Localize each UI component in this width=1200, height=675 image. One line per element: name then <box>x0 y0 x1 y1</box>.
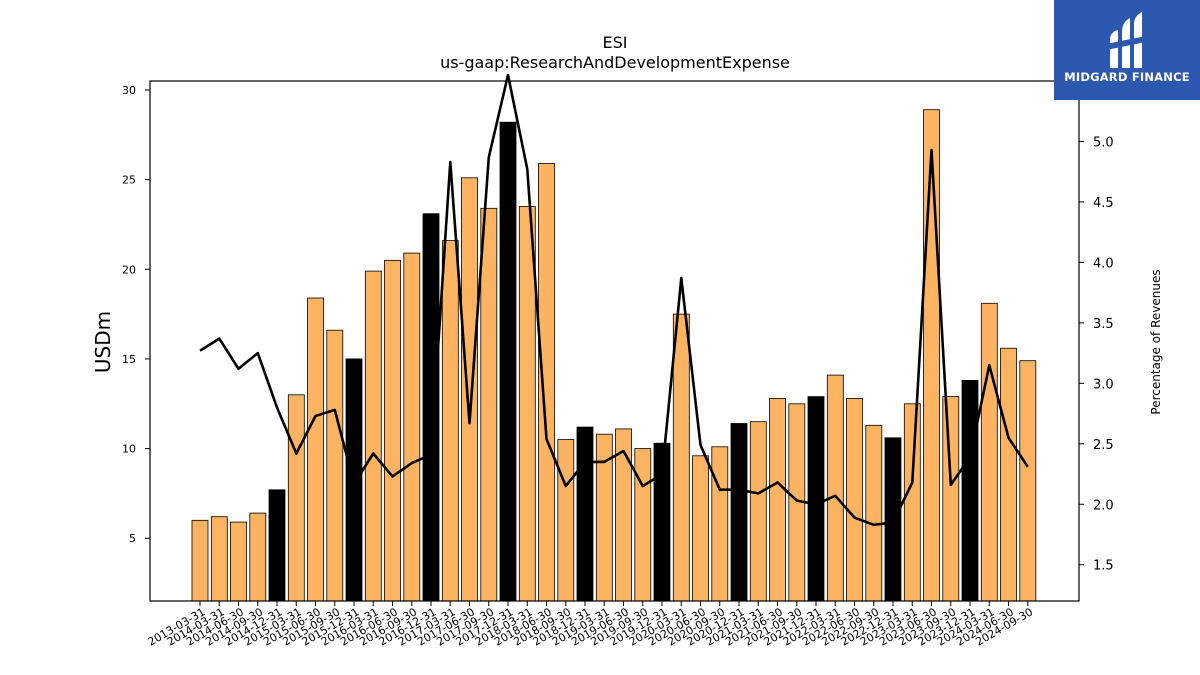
bar-2023-03-31 <box>903 403 921 602</box>
chart-subtitle: us-gaap:ResearchAndDevelopmentExpense <box>440 53 790 72</box>
y-axis-right: 1.5 2.0 2.5 3.0 3.5 4.0 4.5 5.0 <box>1079 135 1114 574</box>
bar-2021-06-30 <box>769 397 786 602</box>
bar-2020-03-31 <box>672 313 690 602</box>
bar-2016-09-30 <box>403 252 421 602</box>
bar-2015-09-30 <box>326 329 344 602</box>
y2-tick-label: 2.5 <box>1093 438 1114 453</box>
y-tick-label: 20 <box>122 263 136 276</box>
midgard-logo-icon <box>1106 12 1146 68</box>
bar-2023-12-31 <box>961 379 979 602</box>
y2-tick-label: 3.0 <box>1093 377 1114 392</box>
bar-2024-09-30 <box>1019 360 1037 602</box>
y2-tick-label: 4.5 <box>1093 196 1114 211</box>
bar-2023-09-30 <box>942 396 960 602</box>
bar-2014-06-30 <box>230 521 247 602</box>
bar-2018-06-30 <box>538 163 555 602</box>
bar-2022-12-31 <box>884 437 902 602</box>
bar-2018-09-30 <box>557 439 575 602</box>
y-axis-left: 5 10 15 20 25 30 <box>122 84 150 545</box>
y2-tick-label: 1.5 <box>1093 559 1114 574</box>
bar-2016-06-30 <box>384 259 401 602</box>
bar-2019-09-30 <box>634 448 652 602</box>
y2-tick-label: 4.0 <box>1093 256 1114 271</box>
bar-2024-03-31 <box>980 302 998 602</box>
bar-2022-06-30 <box>846 397 863 602</box>
bar-2022-09-30 <box>865 424 883 602</box>
y2-tick-label: 3.5 <box>1093 317 1114 332</box>
bar-2017-12-31 <box>499 121 517 602</box>
y-axis-label: USDm <box>91 311 115 373</box>
y2-tick-label: 5.0 <box>1093 135 1114 150</box>
bar-2014-12-31 <box>268 489 286 602</box>
bar-2015-03-31 <box>287 394 305 602</box>
bar-2021-03-31 <box>749 421 767 602</box>
bar-2023-06-30 <box>923 109 940 602</box>
logo-text: MIDGARD FINANCE <box>1064 70 1190 84</box>
bar-2014-09-30 <box>249 512 267 602</box>
bar-2014-03-31 <box>210 516 228 602</box>
plot-frame <box>149 80 1080 602</box>
bar-2016-03-31 <box>364 270 382 602</box>
bar-2024-06-30 <box>1000 347 1017 602</box>
bar-2017-03-31 <box>441 240 459 602</box>
midgard-finance-logo: MIDGARD FINANCE <box>1054 0 1200 100</box>
percentage-line <box>199 73 1029 527</box>
bar-2013-03-31 <box>191 519 209 602</box>
bar-2015-06-30 <box>307 297 324 602</box>
bar-2021-12-31 <box>807 396 825 602</box>
bar-series <box>191 109 1037 602</box>
bar-2020-06-30 <box>692 455 709 602</box>
bar-2020-09-30 <box>711 446 729 602</box>
y2-axis-label: Percentage of Revenues <box>1149 269 1163 414</box>
y-tick-label: 10 <box>122 443 136 456</box>
bar-2016-12-31 <box>422 213 440 602</box>
bar-2017-09-30 <box>480 207 498 602</box>
y-tick-label: 15 <box>122 353 136 366</box>
chart-title: ESI <box>603 33 628 52</box>
y-tick-label: 30 <box>122 84 136 97</box>
bar-2018-12-31 <box>576 426 594 602</box>
y2-tick-label: 2.0 <box>1093 498 1114 513</box>
y-tick-label: 25 <box>122 174 136 187</box>
y-tick-label: 5 <box>129 532 136 545</box>
bar-2017-06-30 <box>461 177 478 602</box>
bar-2022-03-31 <box>826 374 844 602</box>
x-axis: 2013-03-312014-03-312014-06-302014-09-30… <box>146 601 1035 649</box>
bar-2020-12-31 <box>730 423 748 602</box>
